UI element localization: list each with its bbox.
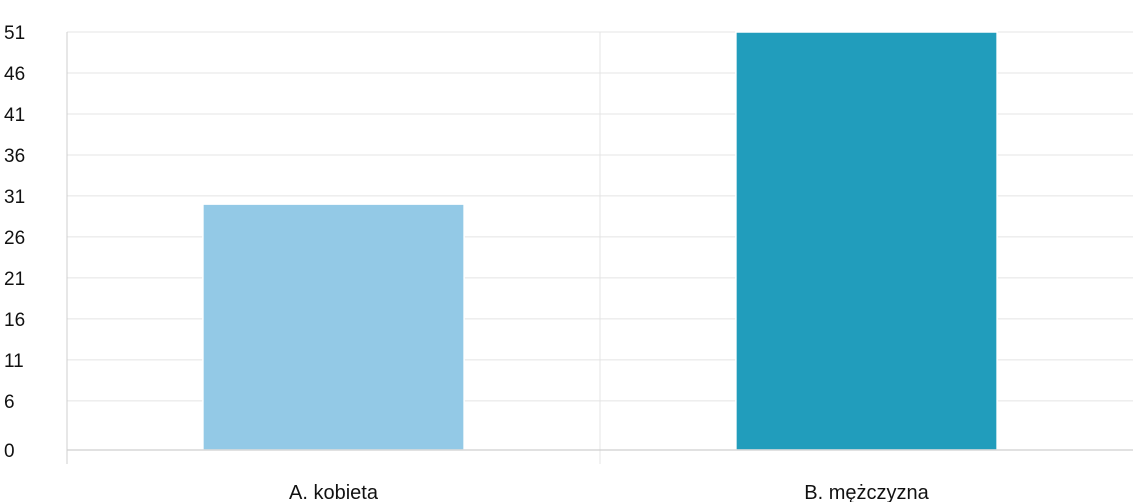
bar-2	[735, 31, 998, 451]
y-tick-label-21: 21	[4, 269, 25, 290]
y-tick-label-16: 16	[4, 310, 25, 331]
x-category-label-1: A. kobieta	[289, 482, 379, 502]
y-tick-label-26: 26	[4, 228, 25, 249]
bars	[202, 31, 998, 451]
y-tick-label-36: 36	[4, 146, 25, 167]
y-tick-label-46: 46	[4, 64, 25, 85]
y-tick-label-41: 41	[4, 105, 25, 126]
y-tick-label-51: 51	[4, 23, 25, 44]
x-axis-category-labels: A. kobieta B. mężczyzna	[289, 482, 930, 502]
y-tick-label-11: 11	[4, 351, 24, 372]
y-tick-label-0: 0	[4, 441, 15, 462]
y-tick-label-6: 6	[4, 392, 15, 413]
y-tick-label-31: 31	[4, 187, 25, 208]
bar-1	[202, 203, 465, 451]
x-category-label-2: B. mężczyzna	[804, 482, 929, 502]
axes	[66, 32, 1133, 464]
y-axis-tick-labels: 0 6 11 16 21 26 31 36 41 46 51	[4, 23, 25, 462]
